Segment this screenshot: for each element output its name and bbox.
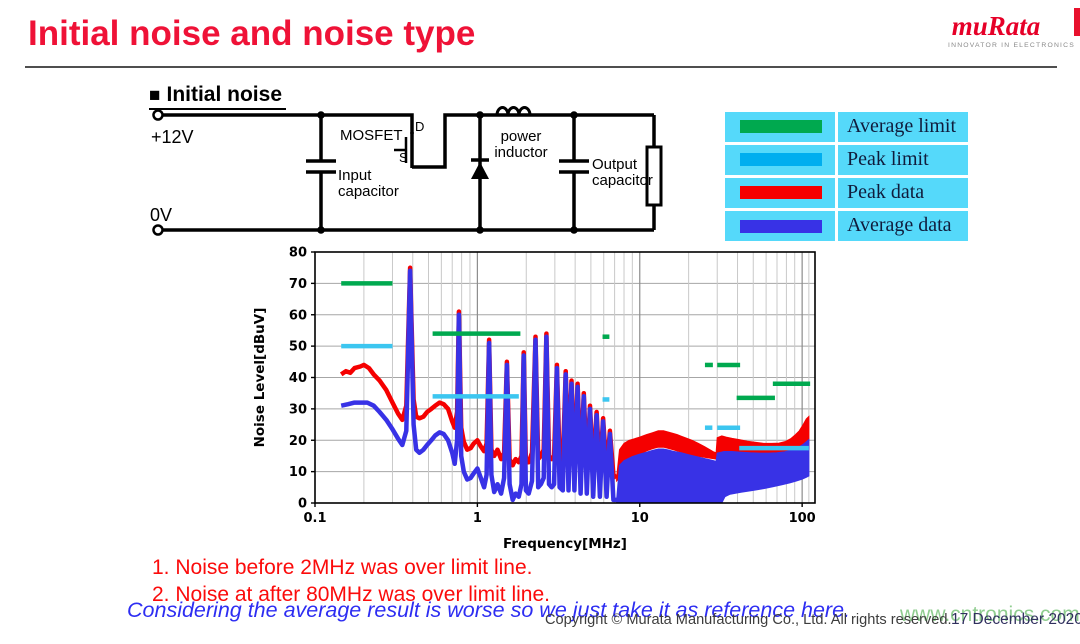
x-tick-label: 1 (473, 511, 482, 526)
conclusion-note: Considering the average result is worse … (127, 598, 851, 622)
vplus-label: +12V (151, 127, 194, 147)
square-bullet-icon: ■ (149, 85, 161, 106)
section-heading: ■ Initial noise (149, 83, 287, 110)
peak-data-swatch (740, 186, 822, 200)
mosfet-drain-wire (402, 113, 414, 134)
peak-data-band (616, 415, 810, 483)
y-tick-label: 40 (289, 371, 307, 386)
note-1: 1. Noise before 2MHz was over limit line… (152, 556, 533, 579)
y-tick-label: 50 (289, 340, 307, 355)
output-capacitor-symbol (559, 159, 589, 174)
inductor-label-1: power (501, 128, 542, 145)
y-tick-label: 60 (289, 308, 307, 323)
section-heading-label: Initial noise (166, 83, 283, 106)
legend-row-peak-limit: Peak limit (725, 145, 968, 175)
mosfet-label: MOSFET (340, 127, 403, 144)
average-data-band (616, 438, 810, 504)
legend-swatch-cell (725, 178, 835, 208)
legend-row-average-data: Average data (725, 211, 968, 241)
x-tick-label: 10 (631, 511, 649, 526)
peak-limit-swatch (740, 153, 822, 167)
drain-label: D (415, 119, 424, 134)
watermark: www.cntronics.com (900, 603, 1080, 626)
peak-limit-lines (341, 343, 809, 451)
inductor-symbol (495, 106, 532, 115)
legend-row-peak-data: Peak data (725, 178, 968, 208)
legend-label: Peak data (838, 178, 968, 208)
legend-swatch-cell (725, 145, 835, 175)
murata-logo: muRata INNOVATOR IN ELECTRONICS (948, 11, 1075, 49)
plus-terminal-icon (152, 109, 164, 121)
buck-converter-diagram: +12V 0V MOSFET D S Input capacitor power… (150, 106, 663, 236)
load-resistor-symbol (645, 145, 663, 207)
legend-swatch-cell (725, 112, 835, 142)
y-tick-label: 10 (289, 465, 307, 480)
vzero-label: 0V (150, 205, 172, 225)
copyright-text: Copyright © Murata Manufacturing Co., Lt… (545, 612, 952, 628)
axis-ticks: 0.1 1 10 100 0 10 20 30 40 50 60 70 80 (289, 246, 816, 527)
input-cap-label-2: capacitor (338, 183, 399, 200)
murata-logo-text: muRata (951, 11, 1041, 41)
average-data-curve (340, 268, 617, 503)
average-data-swatch (740, 219, 822, 233)
switch-node-wire (412, 113, 654, 169)
page-title: Initial noise and noise type (28, 14, 476, 53)
output-cap-label-1: Output (592, 156, 638, 173)
y-tick-label: 20 (289, 434, 307, 449)
y-tick-label: 30 (289, 402, 307, 417)
average-limit-swatch (740, 120, 822, 134)
slide-edge-accent-bar (1074, 8, 1080, 36)
x-tick-label: 0.1 (303, 511, 326, 526)
junction-dots (317, 111, 578, 234)
average-limit-lines (341, 281, 811, 401)
diode-symbol (471, 158, 489, 179)
output-cap-label-2: capacitor (592, 172, 653, 189)
noise-chart-svg: 0.1 1 10 100 0 10 20 30 40 50 60 70 80 Frequency[MHz]… (252, 246, 816, 552)
note-2: 2. Noise at after 80MHz was over limit l… (152, 583, 550, 606)
mosfet-symbol (394, 132, 414, 168)
y-tick-label: 70 (289, 277, 307, 292)
legend-label: Average limit (838, 112, 968, 142)
y-tick-label: 80 (289, 246, 307, 261)
inductor-label-2: inductor (494, 144, 547, 161)
legend-row-average-limit: Average limit (725, 112, 968, 142)
y-axis-title: Noise Level[dBuV] (252, 308, 268, 448)
slide-date: 17 December 2020 (951, 611, 1080, 628)
gnd-terminal-icon (152, 224, 164, 236)
source-label: S (399, 150, 408, 165)
x-axis-title: Frequency[MHz] (503, 536, 627, 552)
title-divider (25, 66, 1057, 68)
legend-label: Average data (838, 211, 968, 241)
input-capacitor-symbol (306, 159, 336, 174)
input-cap-label-1: Input (338, 167, 372, 184)
x-tick-label: 100 (789, 511, 816, 526)
chart-legend: Average limit Peak limit Peak data Avera… (725, 112, 968, 244)
y-tick-label: 0 (298, 497, 307, 512)
murata-tagline: INNOVATOR IN ELECTRONICS (948, 42, 1075, 49)
legend-label: Peak limit (838, 145, 968, 175)
legend-swatch-cell (725, 211, 835, 241)
